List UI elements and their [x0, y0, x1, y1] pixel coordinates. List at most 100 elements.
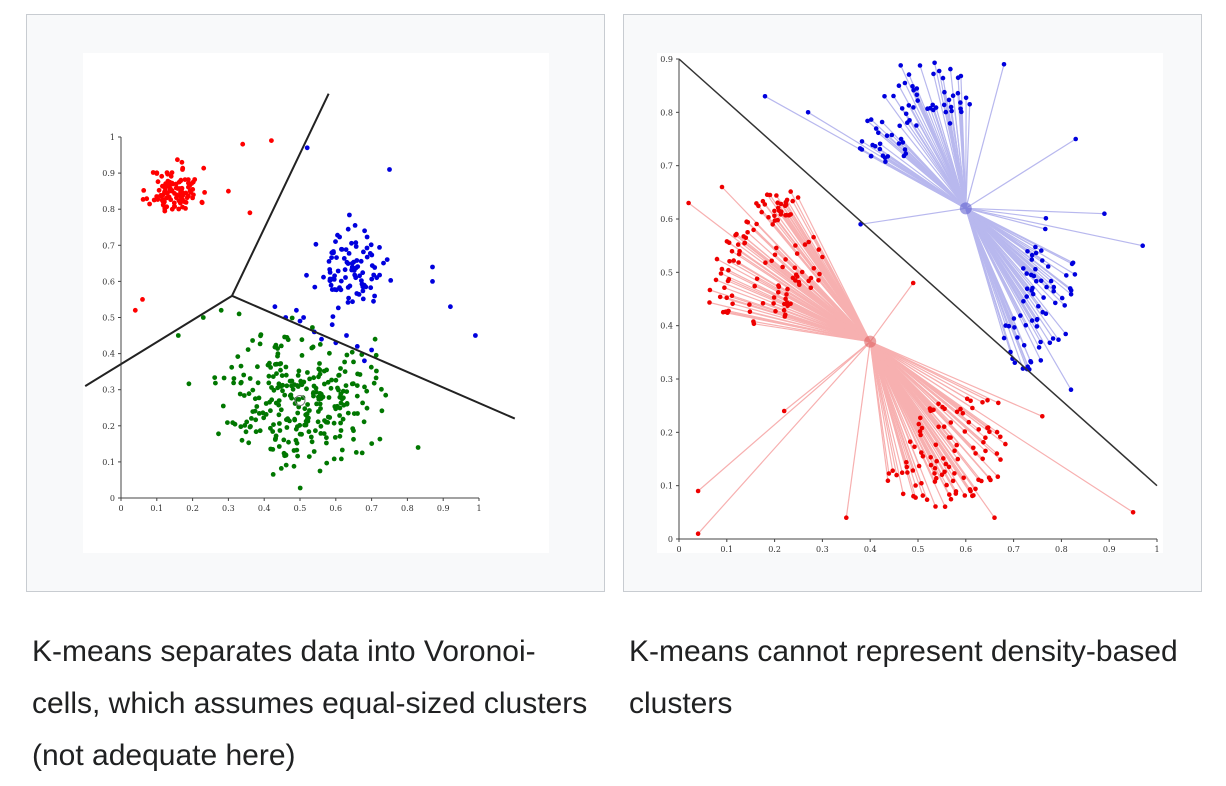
red-point — [178, 198, 184, 204]
red-point — [941, 424, 947, 430]
blue-point — [354, 344, 360, 349]
red-point — [727, 259, 732, 264]
blue-point — [1015, 335, 1020, 340]
green-point — [268, 408, 273, 414]
blue-point — [1033, 250, 1039, 256]
blue-point — [346, 295, 351, 301]
blue-point — [1011, 316, 1017, 321]
red-point — [172, 203, 177, 209]
blue-point — [304, 272, 309, 278]
blue-point — [1021, 343, 1027, 348]
green-point — [379, 408, 385, 414]
blue-point — [1063, 331, 1068, 337]
blue-point — [902, 80, 908, 86]
red-assignment-line — [869, 341, 1043, 417]
red-point — [175, 157, 180, 163]
green-point — [341, 395, 346, 401]
green-point — [327, 350, 332, 356]
blue-point — [344, 333, 349, 338]
red-point — [780, 264, 785, 270]
red-point — [735, 242, 741, 247]
red-assignment-line — [778, 285, 871, 343]
blue-point — [369, 276, 375, 282]
red-point — [729, 249, 735, 254]
green-point — [316, 366, 322, 372]
green-point — [247, 424, 253, 430]
scatter-plot-voronoi: 0 0.1 0.2 0.3 0.4 0.5 0.6 0.7 0.8 0.9 1 0 0.1 0.2 0.3 0… — [83, 53, 549, 553]
red-point — [912, 444, 917, 450]
green-point — [235, 354, 241, 359]
green-point — [323, 419, 329, 425]
blue-point — [859, 147, 865, 152]
green-point — [245, 347, 251, 352]
red-point — [968, 398, 973, 404]
red-point — [775, 200, 780, 205]
green-point — [344, 401, 350, 407]
blue-point — [930, 102, 935, 108]
blue-point — [762, 94, 768, 99]
blue-point — [338, 278, 344, 284]
red-point — [147, 201, 152, 207]
red-point — [729, 293, 735, 298]
blue-point — [896, 83, 902, 88]
blue-assignment-line — [965, 208, 1042, 361]
red-point — [907, 439, 913, 445]
blue-assignment-line — [957, 77, 967, 209]
red-point — [140, 197, 146, 202]
red-point — [954, 442, 959, 448]
blue-point — [900, 140, 906, 145]
red-point — [763, 260, 768, 265]
red-point — [910, 280, 916, 286]
red-point — [771, 301, 776, 306]
red-point — [919, 481, 924, 486]
blue-assignment-line — [965, 207, 1046, 219]
blue-point — [907, 118, 912, 123]
green-point — [334, 403, 340, 409]
y-tick-label: 0.9 — [102, 169, 115, 178]
red-point — [165, 183, 170, 189]
green-point — [295, 410, 301, 416]
green-point — [325, 379, 331, 385]
green-point — [309, 439, 315, 445]
blue-point — [903, 111, 909, 117]
blue-point — [932, 60, 937, 66]
green-point — [238, 363, 244, 369]
y-tick-label: 0 — [668, 535, 673, 544]
red-point — [774, 193, 779, 198]
red-point — [170, 181, 176, 187]
green-point — [368, 364, 374, 370]
red-point — [961, 475, 966, 481]
green-point — [246, 440, 252, 446]
red-point — [932, 466, 938, 471]
blue-point — [332, 273, 337, 279]
blue-point — [1029, 252, 1035, 258]
green-point — [317, 401, 323, 407]
blue-point — [1033, 244, 1038, 250]
red-point — [724, 239, 730, 244]
y-tick-label: 0.4 — [102, 350, 115, 359]
blue-assignment-line — [764, 95, 967, 209]
green-point — [377, 436, 383, 442]
red-point — [159, 173, 165, 179]
red-point — [1040, 414, 1045, 419]
green-point — [364, 388, 370, 394]
green-point — [276, 444, 282, 449]
green-point — [292, 417, 298, 423]
green-point — [349, 349, 355, 355]
red-point — [919, 450, 924, 455]
red-point — [733, 232, 738, 238]
red-point — [186, 184, 191, 190]
red-point — [132, 307, 138, 313]
green-point — [283, 452, 289, 458]
blue-point — [1024, 271, 1029, 276]
red-point — [185, 177, 191, 182]
red-point — [747, 309, 753, 315]
blue-point — [358, 258, 364, 264]
red-assignment-line — [778, 291, 871, 343]
green-point — [268, 425, 273, 431]
green-point — [295, 373, 301, 378]
red-point — [725, 310, 730, 316]
red-point — [772, 213, 777, 219]
blue-point — [327, 276, 333, 282]
red-assignment-line — [783, 341, 871, 412]
